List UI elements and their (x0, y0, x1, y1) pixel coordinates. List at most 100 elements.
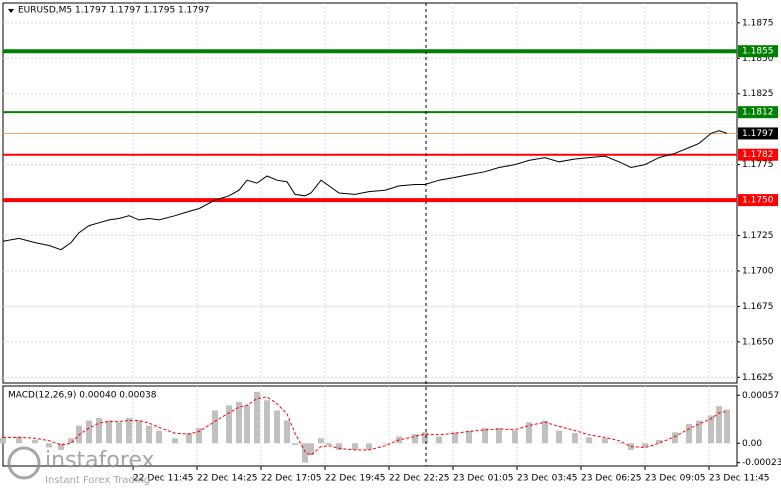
watermark-tagline: Instant Forex Trading (45, 475, 150, 486)
x-tick-label: 22 Dec 11:45 (133, 474, 194, 484)
macd-bar (556, 430, 562, 444)
macd-bar (186, 433, 192, 444)
macd-bar (512, 430, 518, 444)
macd-bar (212, 410, 218, 444)
watermark: instaforex Instant Forex Trading (7, 446, 155, 486)
macd-bar (724, 409, 730, 444)
level-label: 1.1750 (742, 196, 774, 206)
macd-bar (292, 443, 298, 445)
macd-bar (274, 410, 280, 444)
y-tick-label: 1.1825 (742, 89, 774, 99)
macd-bar (68, 438, 74, 444)
level-label-box (738, 45, 778, 58)
price-line (2, 130, 728, 251)
macd-bar (302, 443, 308, 463)
y-tick-label: 1.1875 (742, 18, 774, 28)
macd-bar (196, 428, 202, 444)
macd-bar (656, 439, 662, 444)
level-label-box (738, 127, 778, 140)
macd-bar (244, 405, 250, 444)
macd-bar (172, 438, 178, 444)
macd-bar (436, 436, 442, 444)
y-tick-label: 0.00057 (742, 391, 779, 401)
macd-bar (32, 439, 38, 444)
level-label: 1.1797 (742, 129, 774, 139)
x-tick-label: 22 Dec 17:05 (261, 474, 322, 484)
macd-bar (226, 405, 232, 444)
macd-bar (284, 420, 290, 444)
macd-bar (318, 438, 324, 444)
macd-bar (602, 438, 608, 444)
header-arrow (8, 9, 14, 13)
macd-panel (2, 385, 738, 467)
level-label-box (738, 148, 778, 161)
x-tick-label: 23 Dec 03:45 (517, 474, 578, 484)
macd-bar (572, 433, 578, 444)
x-tick-label: 22 Dec 22:25 (389, 474, 450, 484)
macd-bar (236, 402, 242, 444)
macd-bar (708, 415, 714, 444)
x-tick-label: 23 Dec 01:05 (453, 474, 514, 484)
macd-bar (0, 438, 6, 444)
macd-bar (482, 428, 488, 444)
macd-bar (264, 400, 270, 444)
y-tick-label: 1.1725 (742, 231, 774, 241)
macd-bar (352, 443, 358, 450)
macd-bar (254, 391, 260, 444)
macd-bar (642, 443, 648, 448)
y-tick-label: 1.1775 (742, 160, 774, 170)
macd-bar (126, 418, 132, 444)
level-label-box (738, 194, 778, 207)
macd-bar (672, 432, 678, 444)
macd-bar (326, 443, 332, 445)
y-tick-label: 1.1625 (742, 373, 774, 383)
macd-bar (58, 443, 64, 450)
level-label: 1.1782 (742, 150, 774, 160)
macd-signal (3, 396, 728, 456)
watermark-logo (7, 446, 41, 480)
macd-bar (616, 443, 622, 444)
macd-bar (96, 418, 102, 444)
level-label: 1.1855 (742, 47, 774, 57)
macd-bar (716, 406, 722, 444)
x-tick-label: 22 Dec 19:45 (325, 474, 386, 484)
macd-bar (686, 423, 692, 444)
level-label-box (738, 106, 778, 119)
macd-bar (466, 430, 472, 444)
chart-title: EURUSD,M5 1.1797 1.1797 1.1795 1.1797 (18, 6, 210, 16)
macd-bar (46, 443, 52, 448)
macd-bar (422, 432, 428, 444)
macd-title: MACD(12,26,9) 0.00040 0.00038 (8, 391, 157, 401)
y-tick-label: 1.1650 (742, 337, 774, 347)
macd-bar (116, 422, 122, 444)
watermark-brand: instaforex (45, 448, 155, 473)
macd-bar (336, 443, 342, 450)
macd-bar (16, 436, 22, 444)
macd-bar (586, 437, 592, 444)
macd-bar (366, 443, 372, 450)
macd-bar (106, 420, 112, 444)
y-tick-label: 1.1675 (742, 302, 774, 312)
macd-bar (526, 422, 532, 444)
y-tick-label: 1.1850 (742, 54, 774, 64)
y-tick-label: 1.1700 (742, 266, 774, 276)
macd-bar (496, 428, 502, 444)
x-tick-label: 22 Dec 14:25 (197, 474, 258, 484)
macd-bar (542, 420, 548, 444)
macd-bar (452, 432, 458, 444)
y-tick-label: 0.00 (742, 439, 762, 449)
x-tick-label: 23 Dec 06:25 (581, 474, 642, 484)
x-tick-label: 23 Dec 11:45 (709, 474, 770, 484)
macd-bar (382, 443, 388, 444)
macd-bar (136, 420, 142, 444)
y-tick-label: -0.00023 (742, 458, 781, 468)
macd-bar (412, 434, 418, 444)
macd-bar (696, 420, 702, 444)
macd-bar (308, 443, 314, 456)
price-panel (2, 2, 738, 384)
level-label: 1.1812 (742, 108, 774, 118)
macd-bar (156, 430, 162, 444)
macd-bar (146, 425, 152, 444)
x-tick-label: 23 Dec 09:05 (645, 474, 706, 484)
